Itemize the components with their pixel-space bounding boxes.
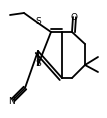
Text: S: S: [35, 59, 41, 69]
Text: O: O: [71, 13, 77, 21]
Text: S: S: [35, 17, 41, 27]
Text: N: N: [9, 97, 15, 105]
